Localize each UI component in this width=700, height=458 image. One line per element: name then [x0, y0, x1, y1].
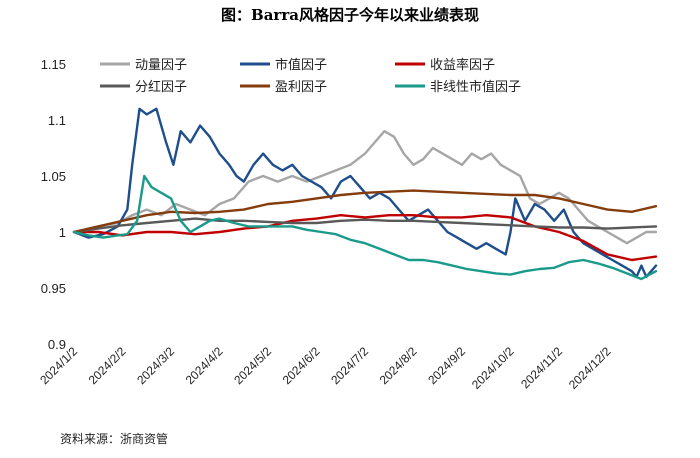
- series-line: [72, 213, 658, 262]
- source-note: 资料来源：浙商资管: [60, 432, 169, 446]
- y-tick-label: 1.05: [41, 169, 66, 184]
- series-line: [72, 174, 658, 281]
- y-tick-label: 1.1: [48, 113, 66, 128]
- x-tick-label: 2024/3/2: [134, 344, 177, 387]
- legend-label: 收益率因子: [430, 57, 495, 73]
- x-tick-label: 2024/8/2: [377, 344, 420, 387]
- x-tick-label: 2024/9/2: [425, 344, 468, 387]
- series-line: [72, 189, 658, 234]
- legend-label: 盈利因子: [275, 80, 327, 95]
- series-lines: [72, 107, 658, 281]
- y-tick-label: 0.9: [48, 337, 66, 352]
- x-tick-label: 2024/11/2: [518, 344, 565, 391]
- x-tick-label: 2024/7/2: [328, 344, 371, 387]
- y-tick-label: 0.95: [41, 281, 66, 296]
- y-axis-ticks: 0.9 0.95 1 1.05 1.1 1.15: [41, 57, 66, 352]
- x-tick-label: 2024/4/2: [183, 344, 226, 387]
- legend-label: 动量因子: [135, 58, 187, 73]
- legend-label: 非线性市值因子: [430, 79, 521, 95]
- chart-title: 图：Barra风格因子今年以来业绩表现: [221, 6, 479, 24]
- x-tick-label: 2024/5/2: [231, 344, 274, 387]
- x-axis-ticks: 2024/1/2 2024/2/2 2024/3/2 2024/4/2 2024/5/2…: [37, 344, 614, 392]
- x-tick-label: 2024/2/2: [86, 344, 129, 387]
- series-line: [72, 129, 658, 245]
- legend-label: 市值因子: [275, 57, 327, 73]
- x-tick-label: 2024/10/2: [469, 344, 517, 392]
- series-line: [72, 217, 658, 234]
- legend-label: 分红因子: [135, 79, 187, 95]
- y-tick-label: 1: [59, 225, 66, 240]
- x-tick-label: 2024/6/2: [280, 344, 323, 387]
- y-tick-label: 1.15: [41, 57, 66, 72]
- x-tick-label: 2024/12/2: [566, 344, 614, 392]
